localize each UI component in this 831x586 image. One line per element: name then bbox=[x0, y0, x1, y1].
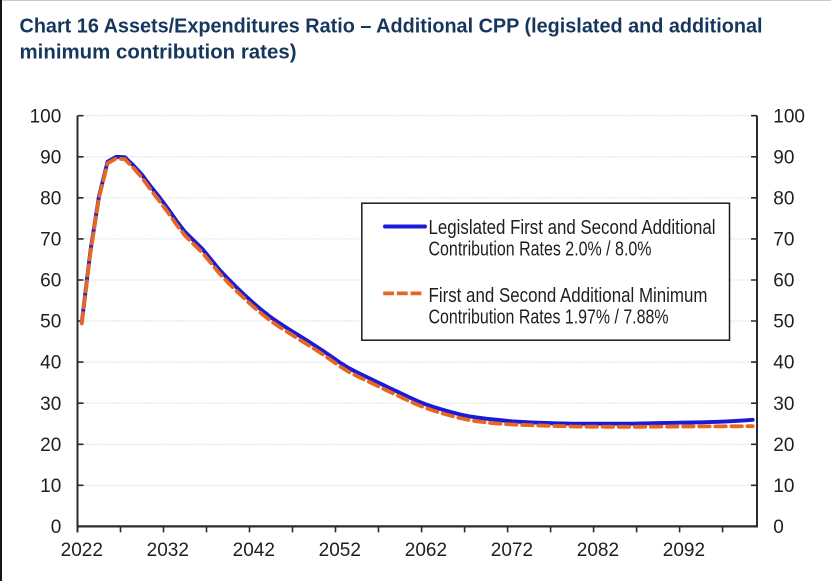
svg-text:2082: 2082 bbox=[577, 540, 619, 561]
svg-text:20: 20 bbox=[773, 435, 794, 456]
svg-text:0: 0 bbox=[773, 517, 784, 538]
svg-text:minimum contribution rates): minimum contribution rates) bbox=[20, 41, 297, 64]
svg-text:100: 100 bbox=[773, 106, 805, 127]
svg-text:2052: 2052 bbox=[319, 540, 361, 561]
svg-text:2092: 2092 bbox=[663, 540, 705, 561]
svg-text:40: 40 bbox=[773, 353, 794, 374]
svg-text:0: 0 bbox=[51, 517, 62, 538]
svg-text:90: 90 bbox=[40, 147, 61, 168]
svg-text:60: 60 bbox=[773, 271, 794, 292]
svg-text:70: 70 bbox=[40, 230, 61, 251]
svg-text:2022: 2022 bbox=[61, 540, 103, 561]
svg-text:40: 40 bbox=[40, 353, 61, 374]
svg-text:2032: 2032 bbox=[147, 540, 189, 561]
svg-text:30: 30 bbox=[773, 394, 794, 415]
svg-text:Legislated First and Second Ad: Legislated First and Second Additional bbox=[429, 216, 716, 239]
svg-text:20: 20 bbox=[40, 435, 61, 456]
svg-text:2062: 2062 bbox=[405, 540, 447, 561]
svg-text:100: 100 bbox=[30, 106, 62, 127]
svg-text:10: 10 bbox=[40, 476, 61, 497]
svg-text:30: 30 bbox=[40, 394, 61, 415]
svg-text:Contribution Rates 2.0% / 8.0%: Contribution Rates 2.0% / 8.0% bbox=[429, 238, 652, 261]
svg-text:10: 10 bbox=[773, 476, 794, 497]
svg-text:2042: 2042 bbox=[233, 540, 275, 561]
svg-text:70: 70 bbox=[773, 230, 794, 251]
svg-text:90: 90 bbox=[773, 147, 794, 168]
svg-text:Chart 16 Assets/Expenditures R: Chart 16 Assets/Expenditures Ratio – Add… bbox=[20, 15, 763, 38]
svg-text:50: 50 bbox=[40, 312, 61, 333]
svg-text:60: 60 bbox=[40, 271, 61, 292]
svg-text:50: 50 bbox=[773, 312, 794, 333]
svg-text:2072: 2072 bbox=[491, 540, 533, 561]
svg-text:80: 80 bbox=[773, 188, 794, 209]
svg-text:Contribution Rates 1.97% / 7.8: Contribution Rates 1.97% / 7.88% bbox=[429, 306, 669, 329]
svg-text:80: 80 bbox=[40, 188, 61, 209]
svg-text:First and Second Additional Mi: First and Second Additional Minimum bbox=[429, 284, 708, 307]
